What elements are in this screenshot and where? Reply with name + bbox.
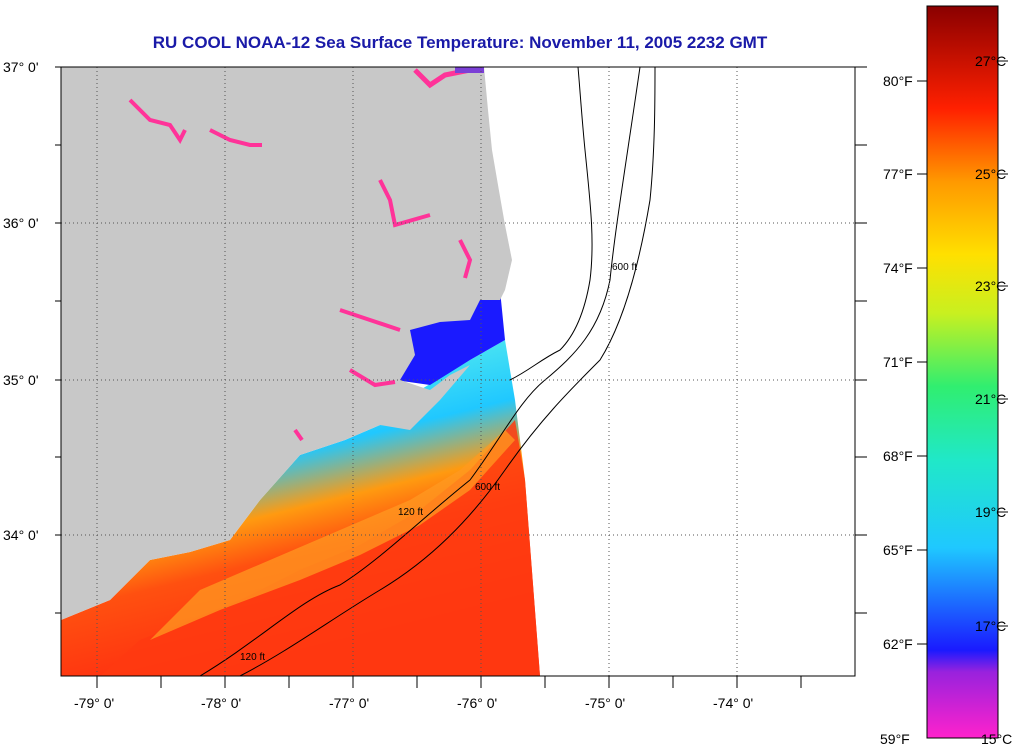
lat-label: 37° 0' [3, 59, 39, 75]
river [458, 239, 473, 279]
colorbar-c-label: 17°C [975, 618, 1006, 634]
contour-shelf [509, 67, 593, 381]
river [348, 368, 396, 388]
lon-label: -75° 0' [585, 695, 625, 711]
contour-label-600ft: 600 ft [612, 262, 637, 273]
lat-label: 35° 0' [3, 372, 39, 388]
colorbar-f-label: 68°F [883, 448, 913, 464]
map-title: RU COOL NOAA-12 Sea Surface Temperature:… [152, 33, 768, 52]
river [339, 308, 401, 332]
colorbar-f-label: 80°F [883, 73, 913, 89]
colorbar-f-label: 71°F [883, 354, 913, 370]
river [378, 179, 431, 228]
colorbar-c-label: 19°C [975, 504, 1006, 520]
colorbar-f-label: 65°F [883, 542, 913, 558]
pamlico-sound [395, 290, 505, 385]
river [128, 98, 187, 144]
colorbar [926, 5, 999, 739]
tick-marks [55, 66, 867, 688]
colorbar-ticks [917, 60, 1008, 645]
contour-label-120ft: 120 ft [398, 507, 423, 518]
map-border [60, 66, 856, 677]
colorbar-c-label: 23°C [975, 278, 1006, 294]
graticule [61, 67, 855, 676]
colorbar-c-label: 27°C [975, 53, 1006, 69]
river [293, 428, 304, 442]
colorbar-f-label: 62°F [883, 636, 913, 652]
contour-120ft [199, 67, 641, 676]
colorbar-f-label: 59°F [880, 731, 910, 747]
colorbar-f-label: 77°F [883, 166, 913, 182]
colorbar-c-label: 25°C [975, 166, 1006, 182]
land-area [61, 67, 512, 620]
colorbar-f-label: 74°F [883, 260, 913, 276]
sst-transition [150, 430, 515, 640]
lon-label: -78° 0' [201, 695, 241, 711]
colorbar-c-label: 21°C [975, 391, 1006, 407]
river [209, 128, 262, 147]
lon-label: -79° 0' [74, 695, 114, 711]
contour-600ft [239, 67, 656, 676]
lat-label: 36° 0' [3, 215, 39, 231]
lon-label: -74° 0' [713, 695, 753, 711]
lat-label: 34° 0' [3, 527, 39, 543]
contour-label-600ft: 600 ft [475, 482, 500, 493]
lon-label: -76° 0' [457, 695, 497, 711]
colorbar-c-label: 15°C [981, 731, 1012, 747]
lon-label: -77° 0' [329, 695, 369, 711]
contour-label-120ft: 120 ft [240, 652, 265, 663]
